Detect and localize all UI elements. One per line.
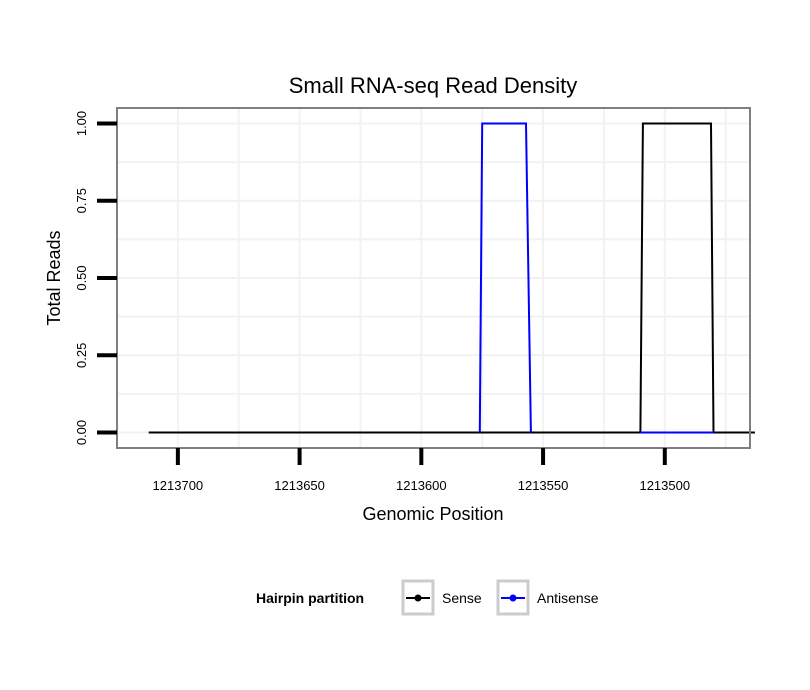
x-axis-title: Genomic Position <box>362 504 503 524</box>
y-tick-label-1: 0.25 <box>74 343 89 368</box>
y-tick-label-4: 1.00 <box>74 111 89 136</box>
y-axis-title: Total Reads <box>44 230 64 325</box>
grid-lines <box>117 108 750 448</box>
x-tick-label-3: 1213550 <box>518 478 569 493</box>
y-tick-label-0: 0.00 <box>74 420 89 445</box>
legend: Hairpin partition Sense Antisense <box>256 579 599 616</box>
series-line-sense <box>148 122 755 434</box>
x-tick-label-2: 1213600 <box>396 478 447 493</box>
legend-key-sense-dot <box>414 594 422 602</box>
x-tick-label-0: 1213700 <box>153 478 204 493</box>
x-tick-label-1: 1213650 <box>274 478 325 493</box>
legend-label-antisense: Antisense <box>537 590 599 606</box>
series-layer <box>148 122 755 434</box>
legend-key-antisense-dot <box>509 594 517 602</box>
chart-title: Small RNA-seq Read Density <box>289 73 578 98</box>
legend-title: Hairpin partition <box>256 590 364 606</box>
legend-label-sense: Sense <box>442 590 482 606</box>
series-line-antisense <box>478 122 714 434</box>
y-tick-label-3: 0.75 <box>74 188 89 213</box>
x-axis-ticks: 1213700 1213650 1213600 1213550 1213500 <box>153 448 690 493</box>
x-tick-label-4: 1213500 <box>639 478 690 493</box>
y-tick-label-2: 0.50 <box>74 265 89 290</box>
y-axis-ticks: 0.00 0.25 0.50 0.75 1.00 <box>74 111 117 445</box>
